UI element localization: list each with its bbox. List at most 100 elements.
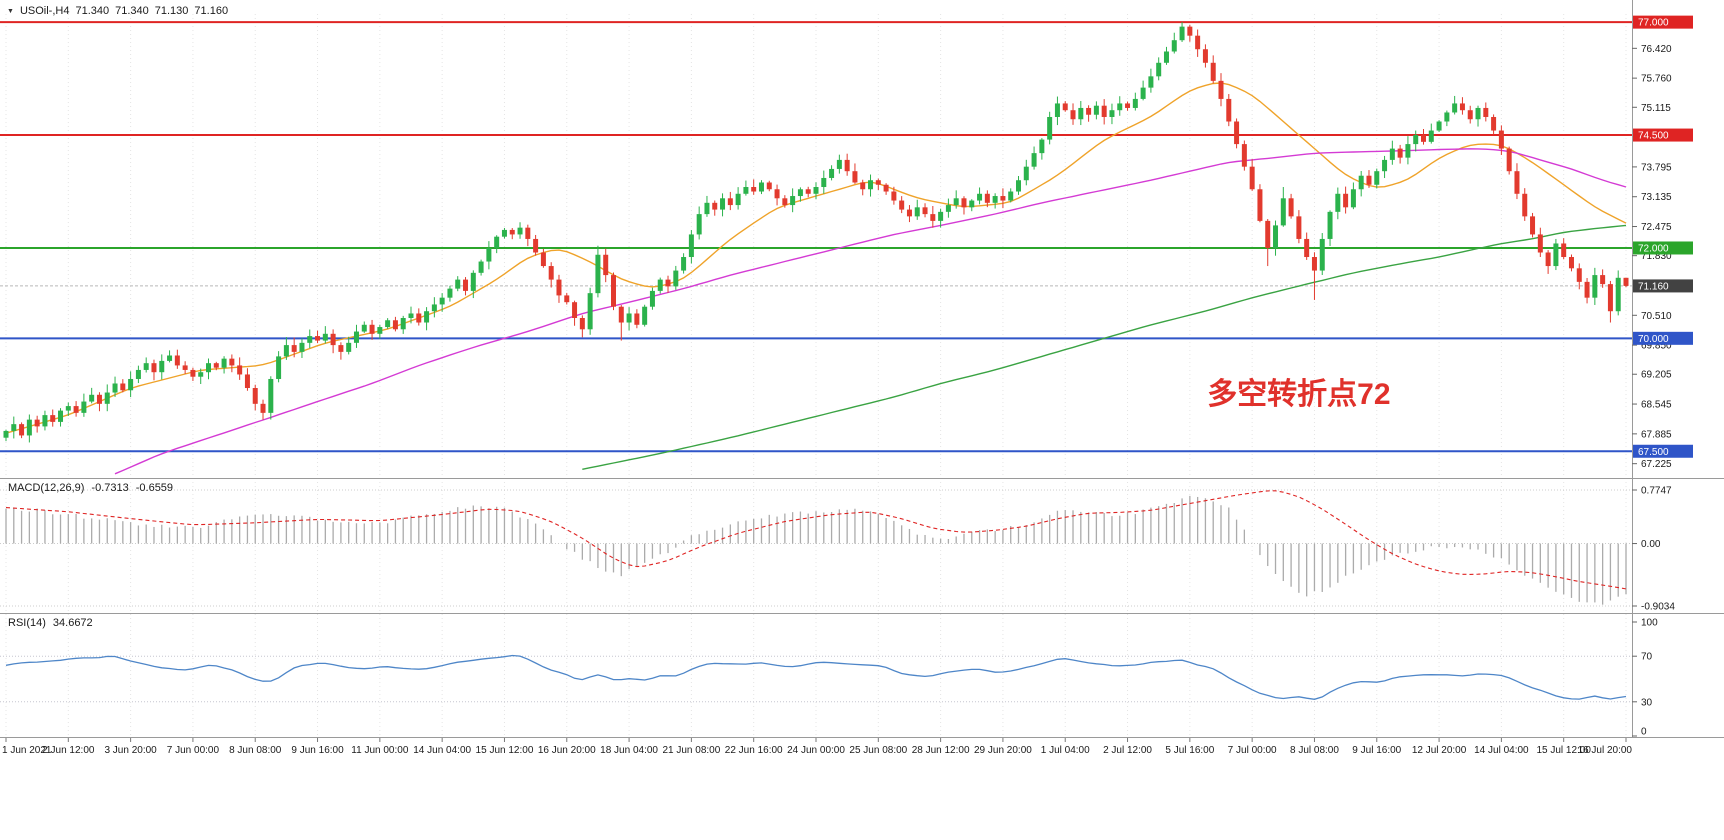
- candle-body: [525, 227, 531, 239]
- candle-body: [174, 355, 180, 366]
- candle-body: [1413, 135, 1419, 145]
- candle-body: [1031, 153, 1037, 167]
- price-badge-label: 71.160: [1638, 281, 1669, 292]
- candle-body: [182, 365, 188, 370]
- candle-body: [899, 200, 905, 210]
- time-axis-label: 28 Jun 12:00: [912, 745, 970, 756]
- candle-body: [1358, 175, 1364, 190]
- candle-body: [883, 184, 889, 192]
- horizontal-lines[interactable]: [0, 21, 1632, 453]
- candle-body: [681, 257, 687, 271]
- candle-body: [712, 202, 718, 210]
- price-badge-label: 72.000: [1638, 243, 1669, 254]
- candlestick-series: [3, 22, 1629, 443]
- price-scale-label: 68.545: [1641, 400, 1672, 411]
- macd-scale-label: 0.7747: [1641, 486, 1672, 497]
- symbol-period-label: USOil-,H4: [19, 5, 70, 17]
- candle-body: [1506, 148, 1512, 172]
- candle-body: [96, 394, 102, 404]
- candle-body: [634, 313, 640, 325]
- candle-body: [283, 345, 289, 357]
- candle-body: [906, 209, 912, 217]
- candle-body: [930, 214, 936, 221]
- candle-body: [315, 336, 321, 341]
- price-scale-label: 73.795: [1641, 162, 1672, 173]
- time-axis-label: 1 Jul 04:00: [1041, 745, 1090, 756]
- candle-body: [1335, 193, 1341, 212]
- time-axis-label: 7 Jul 00:00: [1228, 745, 1277, 756]
- candle-body: [120, 383, 126, 391]
- candle-body: [1273, 225, 1279, 248]
- time-axis-label: 2 Jul 12:00: [1103, 745, 1152, 756]
- candle-body: [1522, 193, 1528, 217]
- price-scale-label: 67.225: [1641, 459, 1672, 470]
- candle-body: [1311, 257, 1317, 271]
- rsi-panel[interactable]: [5, 654, 1627, 700]
- time-axis-label: 5 Jul 16:00: [1165, 745, 1214, 756]
- candle-body: [836, 159, 842, 169]
- candle-body: [1226, 98, 1232, 122]
- time-axis-label: 9 Jun 16:00: [291, 745, 344, 756]
- rsi-value: 34.6672: [52, 617, 93, 629]
- candle-body: [509, 229, 515, 235]
- candle-body: [244, 374, 250, 389]
- candle-body: [431, 304, 437, 312]
- price-badge-label: 70.000: [1638, 334, 1669, 345]
- candle-body: [649, 290, 655, 307]
- ma-medium-line[interactable]: [114, 148, 1627, 475]
- candle-body: [104, 392, 110, 404]
- chart-marker-icon: ▼: [7, 7, 14, 15]
- candle-body: [611, 275, 616, 307]
- candle-body: [26, 419, 32, 436]
- candle-body: [618, 306, 624, 323]
- candle-body: [400, 317, 406, 330]
- candle-body: [533, 238, 539, 253]
- candle-body: [657, 279, 663, 291]
- candle-body: [221, 358, 227, 368]
- panel-separators: [0, 0, 1724, 738]
- candle-body: [1234, 121, 1240, 145]
- price-scale-label: 70.510: [1641, 311, 1672, 322]
- candle-body: [198, 372, 204, 377]
- candle-body: [408, 313, 414, 318]
- candle-body: [945, 205, 951, 212]
- candle-body: [1296, 216, 1302, 239]
- candle-body: [688, 234, 694, 258]
- rsi-scale-label: 70: [1641, 652, 1653, 663]
- annotation-text[interactable]: 多空转折点72: [1207, 377, 1391, 411]
- candle-body: [291, 345, 297, 352]
- candle-body: [1498, 130, 1504, 149]
- candle-body: [361, 324, 367, 332]
- candle-body: [1405, 144, 1411, 158]
- candle-body: [758, 182, 764, 192]
- candle-body: [1389, 148, 1395, 160]
- candle-body: [1078, 107, 1084, 120]
- price-scale-label: 69.205: [1641, 370, 1672, 381]
- price-scale[interactable]: 76.420 75.760 75.115 73.795 73.135 72.475 71.8…: [1632, 15, 1693, 471]
- candle-body: [540, 252, 546, 267]
- macd-panel[interactable]: [5, 490, 1627, 605]
- open-value: 71.340: [75, 5, 110, 17]
- candle-body: [252, 388, 258, 404]
- candle-body: [790, 196, 796, 206]
- candle-body: [1101, 105, 1107, 117]
- candle-body: [307, 336, 313, 343]
- candle-body: [1467, 110, 1473, 120]
- candle-body: [392, 320, 398, 330]
- candle-body: [346, 342, 352, 352]
- ma-slow-line[interactable]: [582, 224, 1627, 470]
- candle-body: [3, 430, 9, 438]
- candle-body: [1109, 110, 1115, 117]
- time-axis-label: 12 Jul 20:00: [1412, 745, 1467, 756]
- macd-signal-line: [5, 490, 1627, 590]
- candle-body: [875, 180, 881, 185]
- candle-body: [1054, 103, 1060, 117]
- candle-body: [478, 261, 484, 273]
- candle-body: [1592, 275, 1598, 298]
- candle-body: [439, 297, 445, 305]
- candle-body: [377, 327, 383, 334]
- candle-body: [1514, 171, 1520, 194]
